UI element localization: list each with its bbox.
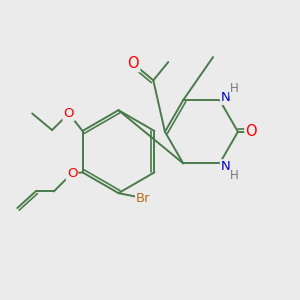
- Text: O: O: [128, 56, 139, 71]
- Text: Br: Br: [136, 192, 151, 205]
- Text: N: N: [221, 160, 230, 173]
- Text: N: N: [221, 91, 230, 104]
- Text: O: O: [245, 124, 257, 139]
- Text: H: H: [230, 82, 239, 95]
- Text: O: O: [67, 167, 77, 180]
- Text: O: O: [64, 107, 74, 120]
- Text: H: H: [230, 169, 239, 182]
